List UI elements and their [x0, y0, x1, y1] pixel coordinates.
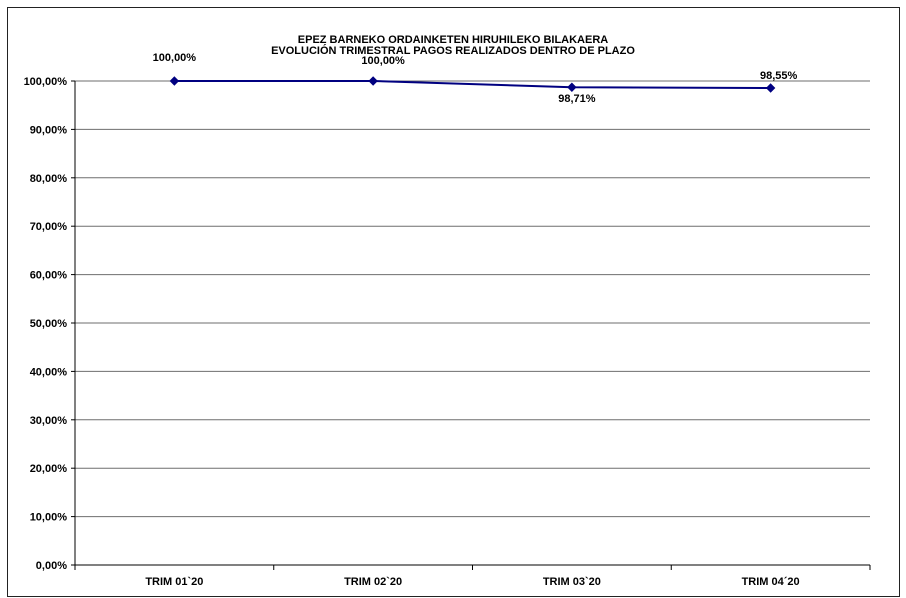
y-tick-label: 90,00%	[30, 124, 68, 136]
y-tick-label: 40,00%	[30, 366, 68, 378]
series-line-path	[174, 80, 771, 90]
x-axis-ticks: TRIM 01`20 TRIM 02`20 TRIM 03`20 TRIM 04´20	[74, 565, 871, 588]
chart-frame	[7, 7, 900, 597]
data-point	[765, 83, 776, 93]
data-label: 100,00%	[361, 55, 405, 67]
data-labels: 100,00% 100,00% 98,71% 98,55%	[153, 52, 798, 105]
y-tick-label: 20,00%	[30, 463, 68, 475]
x-tick-label: TRIM 03`20	[543, 576, 601, 588]
y-tick-label: 60,00%	[30, 270, 68, 282]
data-point	[169, 76, 180, 86]
y-tick-label: 80,00%	[30, 173, 68, 185]
gridlines	[71, 80, 870, 566]
data-point	[368, 76, 378, 86]
y-tick-label: 30,00%	[30, 415, 68, 427]
x-tick-label: TRIM 04´20	[742, 576, 800, 588]
series-line	[169, 76, 776, 93]
chart-subtitle: EVOLUCIÓN TRIMESTRAL PAGOS REALIZADOS DE…	[271, 45, 635, 57]
x-tick-label: TRIM 02`20	[344, 576, 402, 588]
chart-title: EPEZ BARNEKO ORDAINKETEN HIRUHILEKO BILA…	[297, 34, 609, 46]
y-axis-ticks: 0,00% 10,00% 20,00% 30,00% 40,00% 50,00% 60,00…	[24, 76, 68, 572]
y-tick-label: 0,00%	[36, 560, 67, 572]
y-tick-label: 70,00%	[30, 221, 68, 233]
y-tick-label: 10,00%	[30, 512, 68, 524]
data-point	[567, 82, 577, 92]
data-label: 98,55%	[760, 70, 798, 82]
y-tick-label: 50,00%	[30, 318, 68, 330]
data-label: 100,00%	[153, 52, 197, 64]
data-label: 98,71%	[558, 93, 596, 105]
y-tick-label: 100,00%	[24, 76, 68, 88]
x-tick-label: TRIM 01`20	[145, 576, 203, 588]
